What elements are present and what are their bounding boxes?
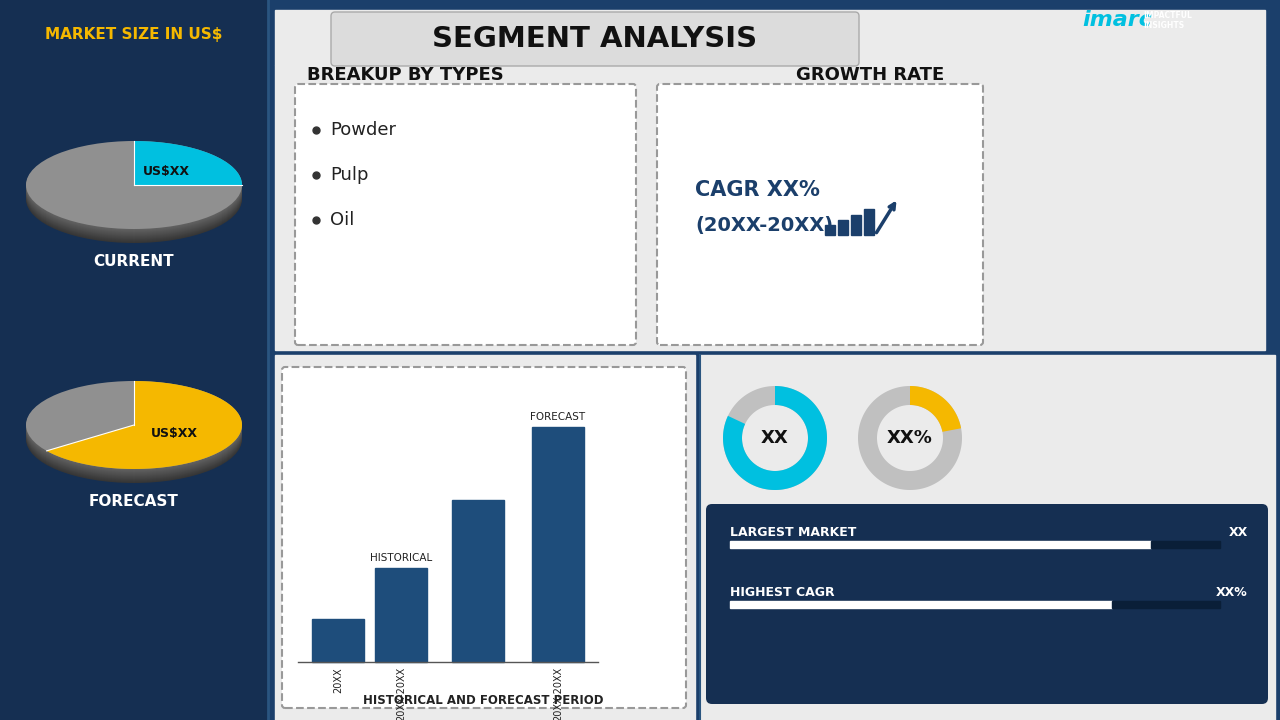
Bar bbox=[700, 355, 1275, 720]
Text: Oil: Oil bbox=[330, 211, 355, 229]
Ellipse shape bbox=[26, 146, 242, 234]
Text: CURRENT: CURRENT bbox=[93, 254, 174, 269]
Bar bbox=[730, 541, 1151, 548]
Text: XX: XX bbox=[762, 429, 788, 447]
Ellipse shape bbox=[26, 386, 242, 474]
Ellipse shape bbox=[26, 391, 242, 479]
Ellipse shape bbox=[26, 385, 242, 473]
Ellipse shape bbox=[26, 381, 242, 469]
Text: HISTORICAL: HISTORICAL bbox=[370, 553, 433, 563]
Ellipse shape bbox=[26, 389, 242, 477]
Text: LARGEST MARKET: LARGEST MARKET bbox=[730, 526, 856, 539]
Ellipse shape bbox=[26, 152, 242, 240]
Text: GROWTH RATE: GROWTH RATE bbox=[796, 66, 945, 84]
Text: XX%: XX% bbox=[887, 429, 933, 447]
Ellipse shape bbox=[26, 395, 242, 483]
Bar bbox=[275, 65, 1265, 350]
Polygon shape bbox=[46, 381, 242, 469]
FancyBboxPatch shape bbox=[707, 504, 1268, 704]
Ellipse shape bbox=[26, 388, 242, 476]
Bar bbox=[312, 619, 364, 662]
Bar bbox=[864, 209, 874, 235]
Ellipse shape bbox=[26, 155, 242, 243]
Polygon shape bbox=[723, 386, 827, 490]
Text: US$XX: US$XX bbox=[151, 427, 198, 440]
Text: US$XX: US$XX bbox=[142, 166, 189, 179]
Text: CAGR XX%: CAGR XX% bbox=[695, 180, 820, 200]
Bar bbox=[275, 355, 695, 720]
Ellipse shape bbox=[26, 147, 242, 235]
Ellipse shape bbox=[26, 153, 242, 241]
Polygon shape bbox=[723, 386, 827, 490]
Polygon shape bbox=[858, 386, 963, 490]
Bar bbox=[1151, 541, 1220, 548]
Ellipse shape bbox=[26, 154, 242, 242]
Text: XX: XX bbox=[1229, 526, 1248, 539]
Ellipse shape bbox=[26, 142, 242, 230]
Ellipse shape bbox=[26, 145, 242, 233]
Polygon shape bbox=[910, 386, 961, 432]
Text: INSIGHTS: INSIGHTS bbox=[1143, 20, 1184, 30]
Ellipse shape bbox=[26, 141, 242, 229]
Text: HIGHEST CAGR: HIGHEST CAGR bbox=[730, 585, 835, 598]
Text: 20XX: 20XX bbox=[333, 667, 343, 693]
Text: 20XX-20XX: 20XX-20XX bbox=[396, 667, 406, 720]
Ellipse shape bbox=[26, 387, 242, 475]
Ellipse shape bbox=[26, 144, 242, 232]
Ellipse shape bbox=[26, 150, 242, 238]
Ellipse shape bbox=[26, 382, 242, 470]
Bar bbox=[275, 10, 1265, 65]
Polygon shape bbox=[134, 141, 242, 185]
Bar bbox=[826, 225, 835, 235]
Bar bbox=[838, 220, 849, 235]
Ellipse shape bbox=[26, 393, 242, 481]
Bar bbox=[851, 215, 861, 235]
Ellipse shape bbox=[26, 151, 242, 239]
Bar bbox=[0, 0, 268, 720]
Ellipse shape bbox=[26, 149, 242, 237]
FancyBboxPatch shape bbox=[294, 84, 636, 345]
Ellipse shape bbox=[26, 390, 242, 478]
Ellipse shape bbox=[26, 392, 242, 480]
Bar bbox=[375, 568, 428, 662]
Text: FORECAST: FORECAST bbox=[530, 412, 585, 422]
Text: BREAKUP BY TYPES: BREAKUP BY TYPES bbox=[307, 66, 504, 84]
Text: SEGMENT ANALYSIS: SEGMENT ANALYSIS bbox=[433, 25, 758, 53]
Bar bbox=[452, 500, 504, 662]
Text: (20XX-20XX): (20XX-20XX) bbox=[695, 215, 833, 235]
Ellipse shape bbox=[26, 143, 242, 231]
Text: HISTORICAL AND FORECAST PERIOD: HISTORICAL AND FORECAST PERIOD bbox=[362, 693, 603, 706]
Text: XX%: XX% bbox=[1216, 585, 1248, 598]
Text: FORECAST: FORECAST bbox=[90, 495, 179, 510]
FancyBboxPatch shape bbox=[282, 367, 686, 708]
Text: MARKET SIZE IN US$: MARKET SIZE IN US$ bbox=[45, 27, 223, 42]
Ellipse shape bbox=[26, 148, 242, 236]
FancyBboxPatch shape bbox=[332, 12, 859, 66]
Bar bbox=[532, 427, 584, 662]
FancyBboxPatch shape bbox=[657, 84, 983, 345]
Text: imarc: imarc bbox=[1082, 10, 1152, 30]
Text: Powder: Powder bbox=[330, 121, 396, 139]
Bar bbox=[1112, 601, 1220, 608]
Ellipse shape bbox=[26, 394, 242, 482]
Ellipse shape bbox=[26, 383, 242, 471]
Text: 20XX-20XX: 20XX-20XX bbox=[553, 667, 563, 720]
Text: Pulp: Pulp bbox=[330, 166, 369, 184]
Text: IMPACTFUL: IMPACTFUL bbox=[1143, 12, 1192, 20]
Bar bbox=[730, 601, 1112, 608]
Ellipse shape bbox=[26, 384, 242, 472]
